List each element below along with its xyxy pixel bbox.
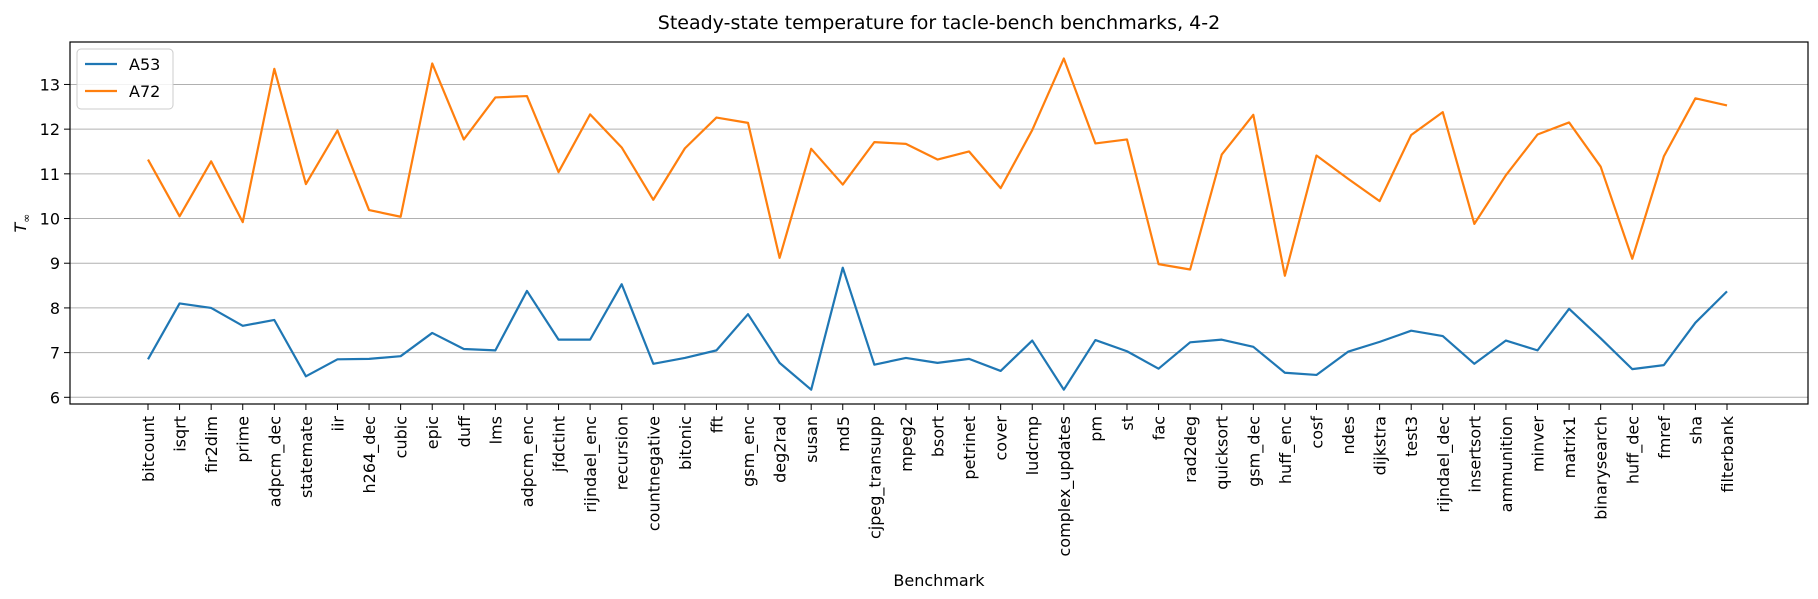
x-tick-label: bitonic [676,416,695,470]
x-tick-label: duff [455,415,474,447]
y-tick-label: 10 [40,210,60,229]
x-tick-label: rijndael_dec [1434,416,1454,513]
x-axis: bitcount isqrt fir2dim prime adpcm_dec statem… [139,404,1737,557]
x-tick-label: petrinet [960,416,979,480]
x-tick-label: gsm_enc [739,416,759,487]
x-tick-label: epic [423,416,442,449]
plot-frame [69,41,1809,405]
legend-label: A72 [129,82,160,101]
x-tick-label: st [1118,416,1137,431]
x-tick-label: md5 [834,416,853,452]
x-tick-label: h264_dec [360,416,380,493]
x-tick-label: statemate [297,416,316,498]
x-tick-label: rad2deg [1181,416,1200,483]
x-tick-label: isqrt [171,416,190,452]
x-tick-label: ludcmp [1023,416,1042,475]
x-tick-label: cosf [1307,416,1326,449]
x-tick-label: recursion [613,416,632,490]
x-tick-label: ndes [1339,416,1358,454]
x-tick-label: ammunition [1497,416,1516,512]
x-tick-label: matrix1 [1560,416,1579,478]
x-tick-label: quicksort [1213,416,1232,490]
legend-label: A53 [129,55,160,74]
gridlines [70,83,1808,398]
x-tick-label: deg2rad [771,416,790,483]
x-tick-label: fir2dim [202,416,221,473]
x-tick-label: prime [234,416,253,463]
x-tick-label: sha [1686,416,1705,444]
y-axis-label-main: T [11,221,30,232]
y-tick-label: 12 [40,120,60,139]
chart-title: Steady-state temperature for tacle-bench… [658,12,1220,34]
y-tick-label: 6 [50,388,60,407]
x-tick-label: bitcount [139,416,158,482]
x-tick-label: huff_dec [1623,416,1643,484]
y-tick-label: 8 [50,299,60,318]
series-line-a72 [147,57,1728,277]
y-tick-label: 7 [50,344,60,363]
x-tick-label: fac [1150,416,1169,440]
x-tick-label: jfdctint [550,416,569,473]
x-tick-label: gsm_dec [1244,416,1264,487]
x-tick-label: susan [802,416,821,463]
y-tick-label: 13 [40,75,60,94]
y-axis-label-subscript: ∞ [20,214,33,223]
x-tick-label: pm [1086,416,1105,442]
x-tick-label: lms [486,416,505,444]
series-line-a53 [147,266,1728,391]
x-tick-label: countnegative [644,416,663,531]
y-tick-label: 9 [50,254,60,273]
x-axis-label: Benchmark [893,571,985,590]
x-tick-label: cover [992,416,1011,461]
y-tick-label: 11 [40,165,60,184]
x-tick-label: huff_enc [1276,416,1296,484]
x-tick-label: cubic [392,416,411,458]
x-tick-label: test3 [1402,416,1421,457]
x-tick-label: iir [328,416,347,432]
x-tick-label: fmref [1655,416,1674,459]
x-tick-label: adpcm_dec [265,416,285,507]
x-tick-label: insertsort [1465,416,1484,493]
x-tick-label: minver [1529,416,1548,472]
series-lines [147,57,1728,391]
x-tick-label: rijndael_enc [581,416,601,513]
x-tick-label: cjpeg_transupp [865,416,885,539]
x-tick-label: dijkstra [1371,416,1390,475]
x-tick-label: bsort [929,416,948,457]
x-tick-label: complex_updates [1055,416,1075,557]
x-tick-label: mpeg2 [897,416,916,472]
x-tick-label: binarysearch [1592,416,1611,520]
y-axis-label: T∞ [11,214,33,233]
x-tick-label: adpcm_enc [518,416,538,507]
y-axis: 6 7 8 9 10 11 12 13 [40,75,70,407]
x-tick-label: fft [707,416,726,433]
x-tick-label: filterbank [1718,415,1737,492]
